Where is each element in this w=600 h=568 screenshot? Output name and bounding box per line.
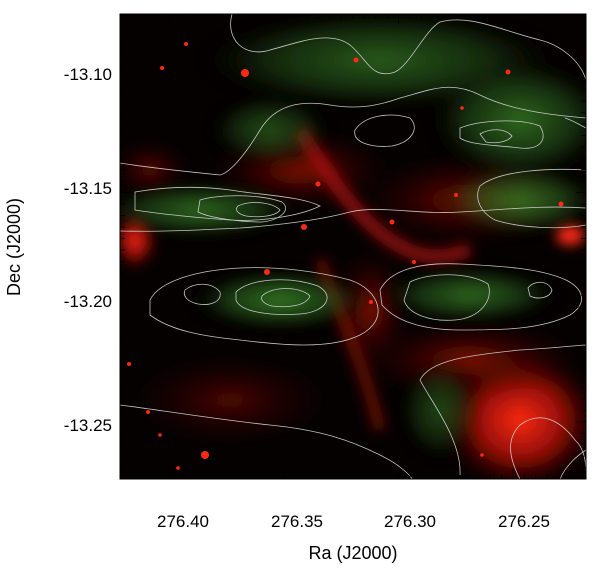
x-tick-label: 276.35: [271, 512, 323, 531]
sky-image: [120, 14, 586, 479]
y-tick-label: -13.10: [64, 65, 112, 84]
tick-marks: [120, 14, 586, 480]
x-axis-label: Ra (J2000): [308, 543, 397, 563]
green-emission: [120, 14, 586, 460]
x-tick-label: 276.30: [384, 512, 436, 531]
y-tick-label: -13.20: [64, 292, 112, 311]
y-tick-label: -13.25: [64, 416, 112, 435]
point-sources: [127, 42, 564, 470]
x-tick-label: 276.25: [498, 512, 550, 531]
contours: [120, 14, 586, 479]
y-tick-label: -13.15: [64, 179, 112, 198]
x-tick-label: 276.40: [157, 512, 209, 531]
y-axis-label: Dec (J2000): [4, 198, 24, 296]
